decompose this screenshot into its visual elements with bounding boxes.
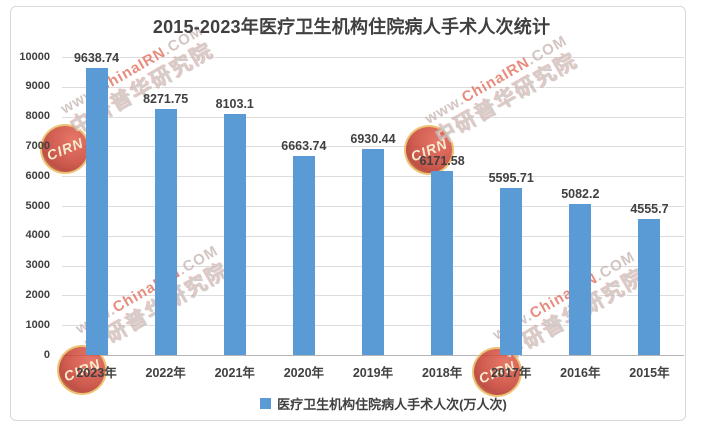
bar-2021年 — [223, 113, 246, 355]
x-axis-line — [62, 355, 684, 356]
x-tick-label: 2020年 — [283, 366, 325, 380]
value-label: 6663.74 — [281, 139, 327, 154]
value-label: 8103.1 — [215, 96, 254, 111]
bar-column: 4555.7 — [615, 57, 684, 355]
bar-column: 5595.71 — [477, 57, 546, 355]
x-tick-label: 2023年 — [76, 366, 117, 380]
x-tick-label: 2016年 — [560, 366, 601, 380]
bar-2015年 — [638, 219, 661, 355]
y-tick-label: 9000 — [25, 80, 50, 93]
value-label: 5595.71 — [488, 171, 534, 186]
bar-column: 6171.58 — [408, 57, 477, 355]
bar-2017年 — [500, 188, 523, 355]
y-tick-label: 10000 — [19, 50, 50, 63]
legend-marker-icon — [260, 398, 272, 409]
bar-2019年 — [361, 148, 384, 355]
chart-title: 2015-2023年医疗卫生机构住院病人手术人次统计 — [152, 17, 551, 37]
bar-2020年 — [292, 156, 315, 355]
gridline — [62, 57, 684, 58]
y-tick-label: 4000 — [25, 229, 50, 242]
legend-entry: 医疗卫生机构住院病人手术人次(万人次) — [260, 394, 507, 413]
y-tick-label: 2000 — [25, 288, 50, 301]
bar-column: 8103.1 — [200, 57, 269, 355]
bar-column: 6930.44 — [338, 57, 407, 355]
x-tick-label: 2022年 — [145, 366, 186, 380]
bar-2022年 — [154, 108, 177, 355]
bar-2016年 — [569, 203, 592, 355]
legend-label: 医疗卫生机构住院病人手术人次(万人次) — [277, 397, 507, 412]
gridline — [62, 116, 684, 118]
value-label: 9638.74 — [73, 50, 120, 65]
x-tick-label: 2021年 — [214, 366, 255, 380]
y-tick-label: 8000 — [25, 110, 50, 123]
legend: 医疗卫生机构住院病人手术人次(万人次) — [0, 394, 703, 413]
y-tick-label: 7000 — [25, 139, 50, 152]
x-tick-label: 2017年 — [491, 366, 532, 380]
bar-2023年 — [85, 67, 108, 355]
bar-column: 5082.2 — [546, 57, 615, 355]
value-label: 8271.75 — [143, 91, 189, 106]
bar-2018年 — [431, 171, 454, 355]
value-label: 6171.58 — [419, 154, 465, 169]
y-tick-label: 6000 — [25, 169, 50, 182]
bar-column: 9638.74 — [62, 51, 131, 355]
value-label: 5082.2 — [561, 186, 600, 201]
y-tick-label: 3000 — [25, 259, 50, 272]
y-axis-labels: 10000 9000 8000 7000 6000 5000 4000 3000 2000 100… — [0, 51, 56, 361]
bar-column: 8271.75 — [131, 57, 200, 355]
x-tick-label: 2018年 — [421, 366, 463, 380]
bar-column: 6663.74 — [269, 57, 338, 355]
y-tick-label: 5000 — [25, 199, 50, 212]
y-tick-label: 0 — [43, 348, 50, 361]
plot-area: 2023年 9638.74 2022年 8271.75 2021年 8103.1 2020年… — [62, 51, 684, 380]
gridline — [62, 86, 684, 88]
value-label: 6930.44 — [350, 131, 396, 146]
value-label: 4555.7 — [630, 202, 669, 217]
y-tick-label: 1000 — [25, 318, 50, 331]
x-tick-label: 2019年 — [352, 366, 394, 380]
x-tick-label: 2015年 — [629, 366, 670, 380]
gridline — [62, 146, 684, 148]
